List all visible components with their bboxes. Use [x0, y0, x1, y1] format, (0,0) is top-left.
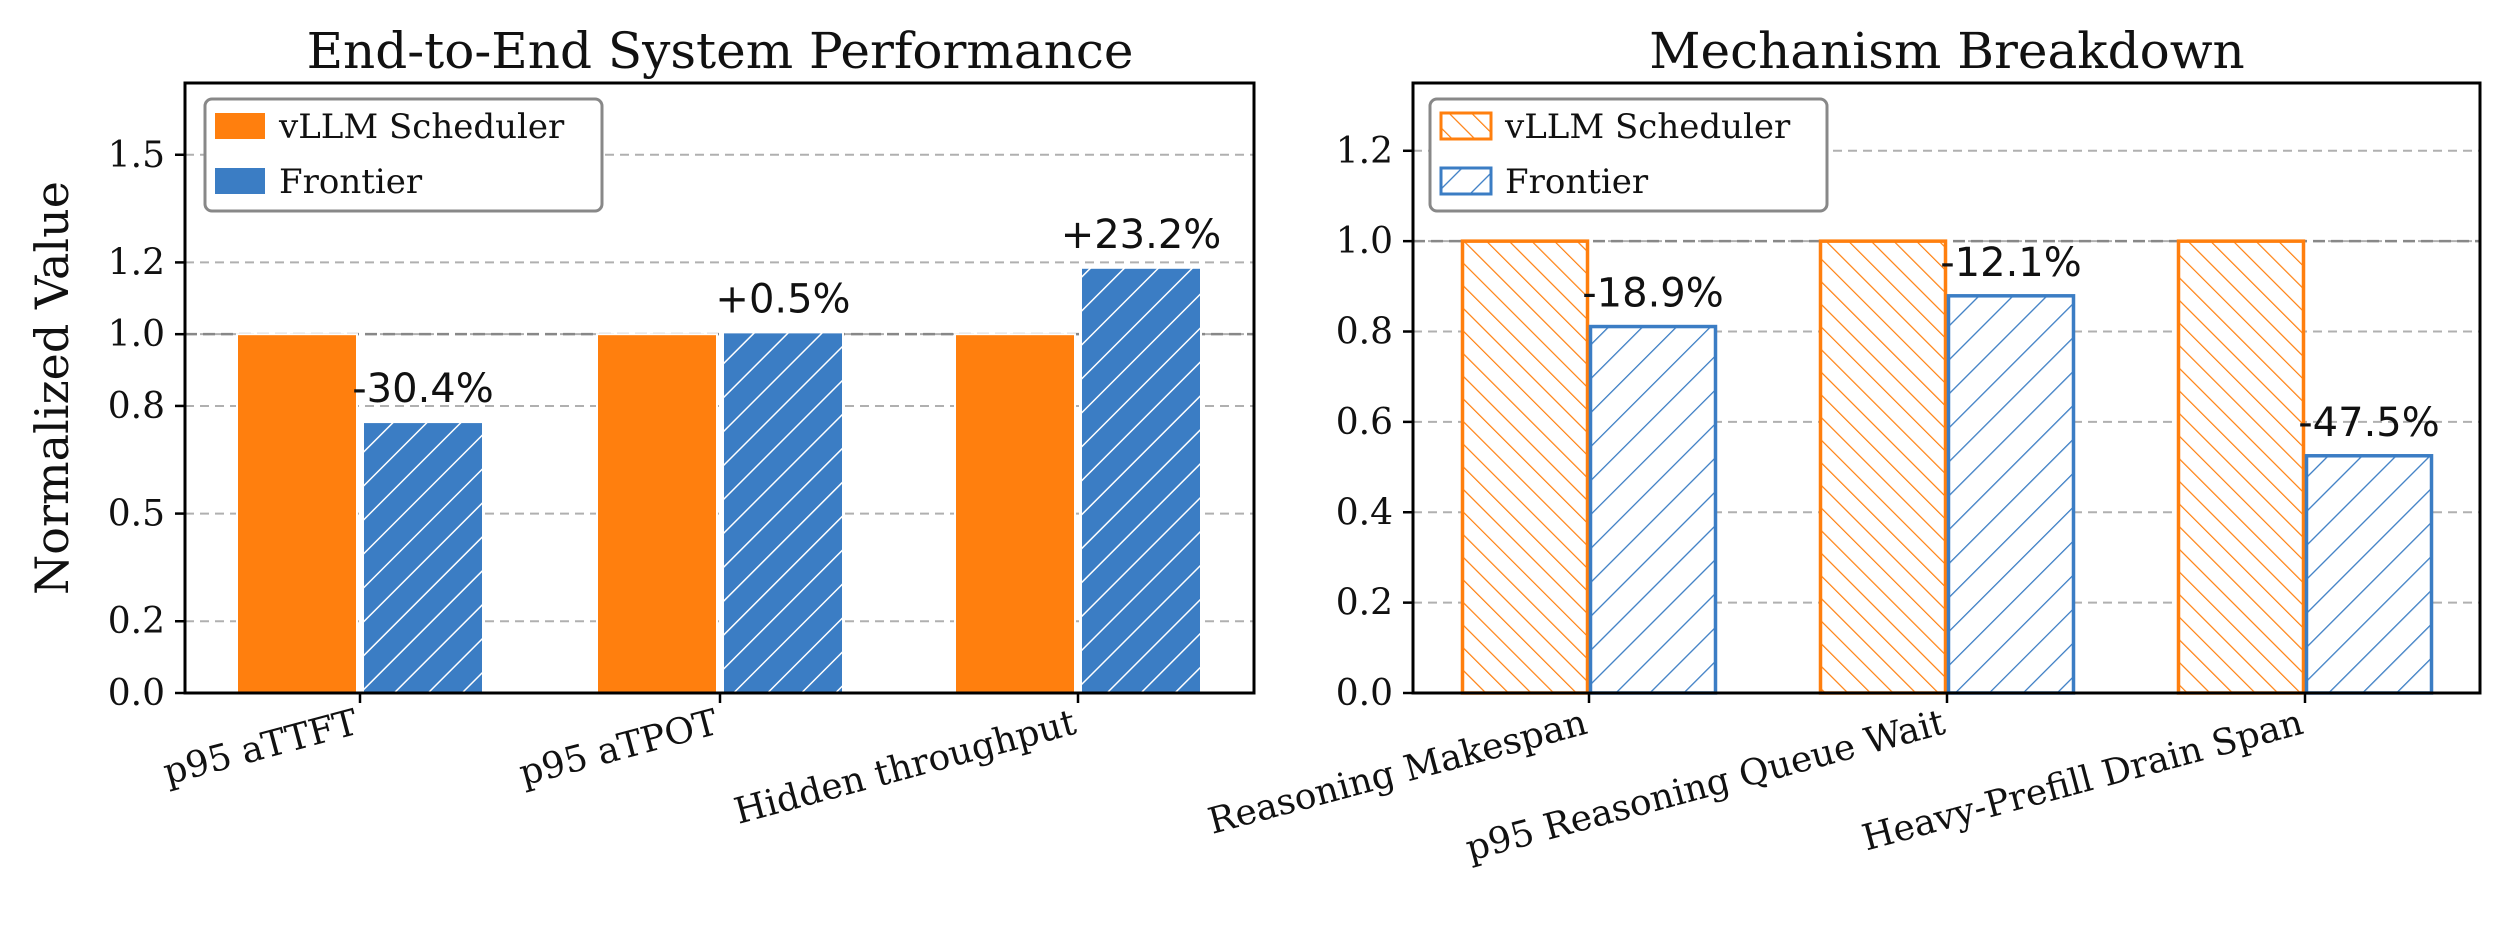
- y-tick-label: 0.2: [1336, 583, 1393, 624]
- bar-frontier: [362, 421, 484, 694]
- legend-swatch-baseline: [215, 113, 265, 139]
- legend-swatch-frontier: [215, 168, 265, 194]
- legend-label-baseline: vLLM Scheduler: [278, 107, 565, 147]
- x-tick-label: Hidden throughput: [730, 702, 1081, 833]
- y-tick-label: 1.0: [108, 314, 165, 355]
- y-tick-label: 0.8: [1336, 312, 1393, 353]
- x-tick-label: p95 aTTFT: [159, 702, 362, 793]
- annotations: -30.4% +0.5% +23.2%: [352, 212, 1221, 412]
- chart-panel-mechanism: Mechanism Breakdown -18.9% -12.1% -47.5% 0…: [1204, 22, 2482, 870]
- legend-frame: [203, 97, 604, 213]
- bar-baseline: [596, 333, 718, 694]
- bar-frontier: [2304, 454, 2434, 695]
- y-tick-label: 0.2: [108, 601, 165, 642]
- annotations: -18.9% -12.1% -47.5%: [1582, 240, 2440, 446]
- y-tick-label: 0.4: [1336, 492, 1393, 533]
- bars: [236, 266, 1202, 694]
- data-label: +0.5%: [715, 276, 850, 322]
- legend-label-baseline: vLLM Scheduler: [1504, 107, 1791, 147]
- data-label: -30.4%: [352, 366, 494, 412]
- legend: vLLM Scheduler Frontier: [1428, 97, 1829, 213]
- chart-panel-performance: End-to-End System Performance Normalized…: [25, 22, 1256, 833]
- y-tick-label: 0.0: [1336, 673, 1393, 714]
- legend-swatch-frontier: [1439, 166, 1493, 196]
- legend-label-frontier: Frontier: [279, 162, 423, 202]
- x-ticks: p95 aTTFT p95 aTPOT Hidden throughput: [159, 693, 1081, 833]
- bar-frontier: [1946, 294, 2076, 695]
- y-tick-label: 0.5: [108, 494, 165, 535]
- legend-frame: [1428, 97, 1829, 213]
- y-ticks: 0.0 0.2 0.4 0.6 0.8 1.0 1.2: [1336, 131, 1413, 714]
- data-label: -47.5%: [2298, 400, 2440, 446]
- bar-frontier: [722, 331, 844, 694]
- chart-title: End-to-End System Performance: [307, 22, 1134, 80]
- data-label: +23.2%: [1061, 212, 1222, 258]
- legend: vLLM Scheduler Frontier: [203, 97, 604, 213]
- y-tick-label: 0.6: [1336, 402, 1393, 443]
- y-tick-label: 1.2: [108, 242, 165, 283]
- bar-frontier: [1588, 324, 1718, 695]
- bar-baseline: [954, 333, 1076, 694]
- bar-baseline: [1818, 239, 1948, 695]
- y-tick-label: 0.8: [108, 386, 165, 427]
- y-axis-label: Normalized Value: [25, 181, 79, 595]
- bar-baseline: [1460, 239, 1590, 695]
- bar-baseline: [2176, 239, 2306, 695]
- bar-baseline: [236, 333, 358, 694]
- y-tick-label: 1.2: [1336, 131, 1393, 172]
- data-label: -18.9%: [1582, 271, 1724, 317]
- bar-frontier: [1080, 266, 1202, 694]
- legend-label-frontier: Frontier: [1505, 162, 1649, 202]
- y-tick-label: 0.0: [108, 673, 165, 714]
- y-tick-label: 1.5: [108, 135, 165, 176]
- chart-title: Mechanism Breakdown: [1649, 22, 2244, 80]
- legend-swatch-baseline: [1439, 111, 1493, 141]
- y-tick-label: 1.0: [1336, 221, 1393, 262]
- x-tick-label: p95 aTPOT: [515, 702, 722, 794]
- data-label: -12.1%: [1940, 240, 2082, 286]
- y-ticks: 0.0 0.2 0.5 0.8 1.0 1.2 1.5: [108, 135, 185, 714]
